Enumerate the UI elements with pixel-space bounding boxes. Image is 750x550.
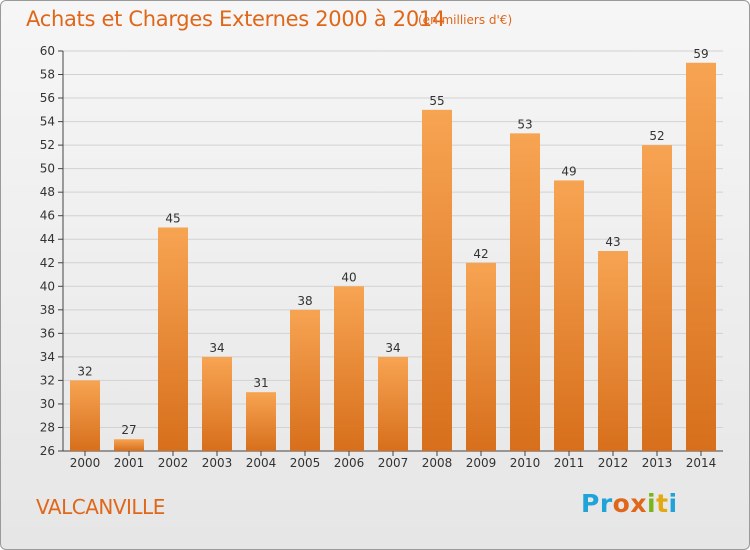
x-tick-label-2010: 2010 bbox=[510, 456, 541, 470]
x-tick-label-2013: 2013 bbox=[642, 456, 673, 470]
x-tick-label-2002: 2002 bbox=[158, 456, 189, 470]
y-tick-label: 58 bbox=[40, 68, 55, 82]
y-tick-label: 32 bbox=[40, 373, 55, 387]
data-labels: 32 27 45 34 31 38 40 34 55 42 53 49 43 52 59 bbox=[77, 47, 708, 437]
logo-letter: x bbox=[630, 489, 647, 518]
y-tick-label: 60 bbox=[40, 44, 55, 58]
logo-letter: o bbox=[612, 489, 631, 518]
data-label-2007: 34 bbox=[385, 341, 400, 355]
y-tick-label: 40 bbox=[40, 279, 55, 293]
x-tick-label-2004: 2004 bbox=[246, 456, 277, 470]
data-label-2006: 40 bbox=[341, 270, 356, 284]
y-tick-label: 26 bbox=[40, 444, 55, 458]
y-tick-label: 48 bbox=[40, 185, 55, 199]
data-label-2010: 53 bbox=[517, 117, 532, 131]
data-label-2000: 32 bbox=[77, 364, 92, 378]
bar-2008 bbox=[422, 109, 452, 451]
logo-letter: t bbox=[656, 489, 669, 518]
x-tick-label-2008: 2008 bbox=[422, 456, 453, 470]
x-tick-label-2014: 2014 bbox=[686, 456, 717, 470]
y-tick-label: 38 bbox=[40, 303, 55, 317]
data-label-2008: 55 bbox=[429, 94, 444, 108]
y-tick-label: 34 bbox=[40, 350, 55, 364]
chart-title: Achats et Charges Externes 2000 à 2014 bbox=[26, 7, 446, 31]
bars bbox=[70, 62, 716, 452]
bar-2004 bbox=[246, 392, 276, 451]
bar-2012 bbox=[598, 251, 628, 451]
data-label-2005: 38 bbox=[297, 294, 312, 308]
y-tick-label: 56 bbox=[40, 91, 55, 105]
x-tick-label-2006: 2006 bbox=[334, 456, 365, 470]
bar-2003 bbox=[202, 356, 232, 451]
y-tick-label: 42 bbox=[40, 256, 55, 270]
y-tick-label: 36 bbox=[40, 326, 55, 340]
x-tick-label-2009: 2009 bbox=[466, 456, 497, 470]
x-tick-label-2012: 2012 bbox=[598, 456, 629, 470]
data-label-2013: 52 bbox=[649, 129, 664, 143]
bar-2005 bbox=[290, 309, 320, 451]
y-tick-label: 54 bbox=[40, 115, 55, 129]
bar-2007 bbox=[378, 356, 408, 451]
data-label-2004: 31 bbox=[253, 376, 268, 390]
data-label-2001: 27 bbox=[121, 423, 136, 437]
x-tick-label-2007: 2007 bbox=[378, 456, 409, 470]
logo-letter: r bbox=[599, 489, 613, 518]
data-label-2011: 49 bbox=[561, 164, 576, 178]
logo-letter: P bbox=[581, 489, 600, 518]
y-tick-label: 44 bbox=[40, 232, 55, 246]
bar-2013 bbox=[642, 145, 672, 451]
x-tick-label-2001: 2001 bbox=[114, 456, 145, 470]
bar-2009 bbox=[466, 262, 496, 451]
data-label-2012: 43 bbox=[605, 235, 620, 249]
commune-name: VALCANVILLE bbox=[36, 495, 165, 519]
data-label-2002: 45 bbox=[165, 211, 180, 225]
bar-2000 bbox=[70, 380, 100, 451]
x-tick-label-2005: 2005 bbox=[290, 456, 321, 470]
x-tick-label-2000: 2000 bbox=[70, 456, 101, 470]
data-label-2014: 59 bbox=[693, 47, 708, 61]
data-label-2009: 42 bbox=[473, 247, 488, 261]
y-tick-label: 28 bbox=[40, 420, 55, 434]
logo-letter: i bbox=[668, 489, 678, 518]
x-tick-label-2003: 2003 bbox=[202, 456, 233, 470]
y-tick-label: 30 bbox=[40, 397, 55, 411]
proxiti-logo[interactable]: Proxiti bbox=[581, 489, 678, 518]
bar-2002 bbox=[158, 227, 188, 451]
y-tick-label: 50 bbox=[40, 162, 55, 176]
bar-2001 bbox=[114, 439, 144, 451]
bar-2014 bbox=[686, 62, 716, 451]
x-tick-label-2011: 2011 bbox=[554, 456, 585, 470]
bar-2006 bbox=[334, 286, 364, 451]
bar-2011 bbox=[554, 180, 584, 452]
logo-letter: i bbox=[647, 489, 657, 518]
y-tick-label: 52 bbox=[40, 138, 55, 152]
y-tick-label: 46 bbox=[40, 209, 55, 223]
chart-unit: (en milliers d'€) bbox=[418, 13, 513, 27]
data-label-2003: 34 bbox=[209, 341, 224, 355]
bar-2010 bbox=[510, 133, 540, 451]
